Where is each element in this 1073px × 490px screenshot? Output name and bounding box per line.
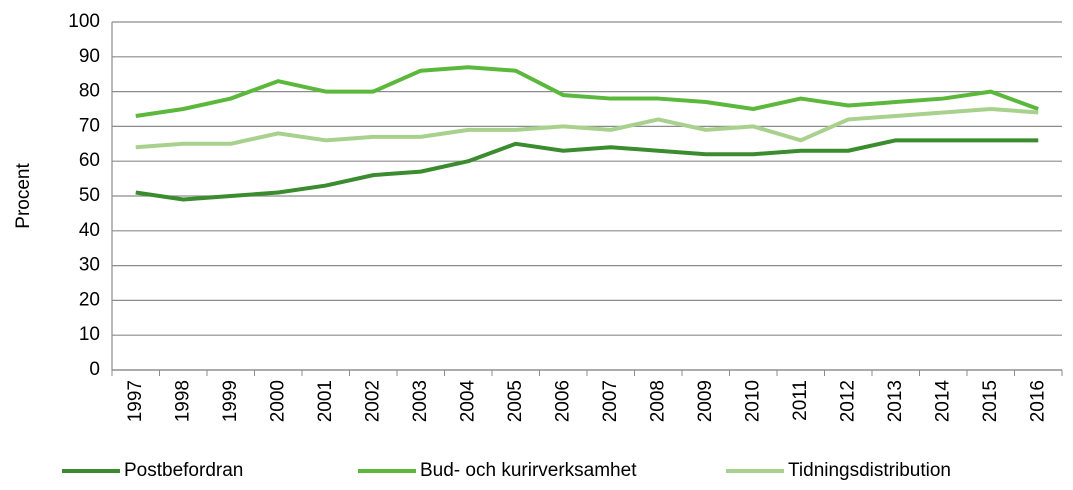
y-tick-label: 50 bbox=[79, 185, 100, 206]
y-tick-label: 20 bbox=[79, 289, 100, 310]
x-tick-label: 2006 bbox=[552, 380, 573, 422]
x-tick-label: 2005 bbox=[505, 380, 526, 422]
y-tick-label: 0 bbox=[89, 359, 100, 380]
x-tick-label: 2000 bbox=[267, 380, 288, 422]
x-tick-label: 2002 bbox=[362, 380, 383, 422]
line-series bbox=[135, 107, 1039, 150]
legend-label: Tidningsdistribution bbox=[788, 460, 951, 481]
y-tick-label: 10 bbox=[79, 324, 100, 345]
y-tick-label: 40 bbox=[79, 220, 100, 241]
x-tick-label: 1997 bbox=[125, 380, 146, 422]
line-series bbox=[135, 65, 1039, 118]
x-tick-label: 2016 bbox=[1027, 380, 1048, 422]
x-tick-label: 2009 bbox=[695, 380, 716, 422]
y-tick-label: 60 bbox=[79, 150, 100, 171]
x-tick-label: 2001 bbox=[315, 380, 336, 422]
legend-label: Postbefordran bbox=[124, 460, 243, 481]
y-tick-label: 70 bbox=[79, 115, 100, 136]
legend-label: Bud- och kurirverksamhet bbox=[420, 460, 637, 481]
line-series bbox=[135, 138, 1039, 202]
x-tick-label: 2007 bbox=[600, 380, 621, 422]
x-tick-label: 2008 bbox=[647, 380, 668, 422]
x-tick-label: 2014 bbox=[932, 380, 953, 423]
x-tick-label: 1999 bbox=[220, 380, 241, 422]
y-axis-label: Procent bbox=[13, 163, 34, 229]
x-tick-label: 2015 bbox=[980, 380, 1001, 422]
y-tick-label: 80 bbox=[79, 81, 100, 102]
y-tick-label: 90 bbox=[79, 46, 100, 67]
x-tick-label: 2010 bbox=[742, 380, 763, 422]
x-tick-label: 2012 bbox=[837, 380, 858, 422]
x-tick-label: 1998 bbox=[172, 380, 193, 422]
y-tick-label: 100 bbox=[68, 11, 100, 32]
x-tick-label: 2011 bbox=[790, 380, 811, 421]
x-tick-label: 2003 bbox=[410, 380, 431, 422]
y-tick-label: 30 bbox=[79, 255, 100, 276]
x-tick-label: 2013 bbox=[885, 380, 906, 422]
x-tick-label: 2004 bbox=[457, 380, 478, 423]
